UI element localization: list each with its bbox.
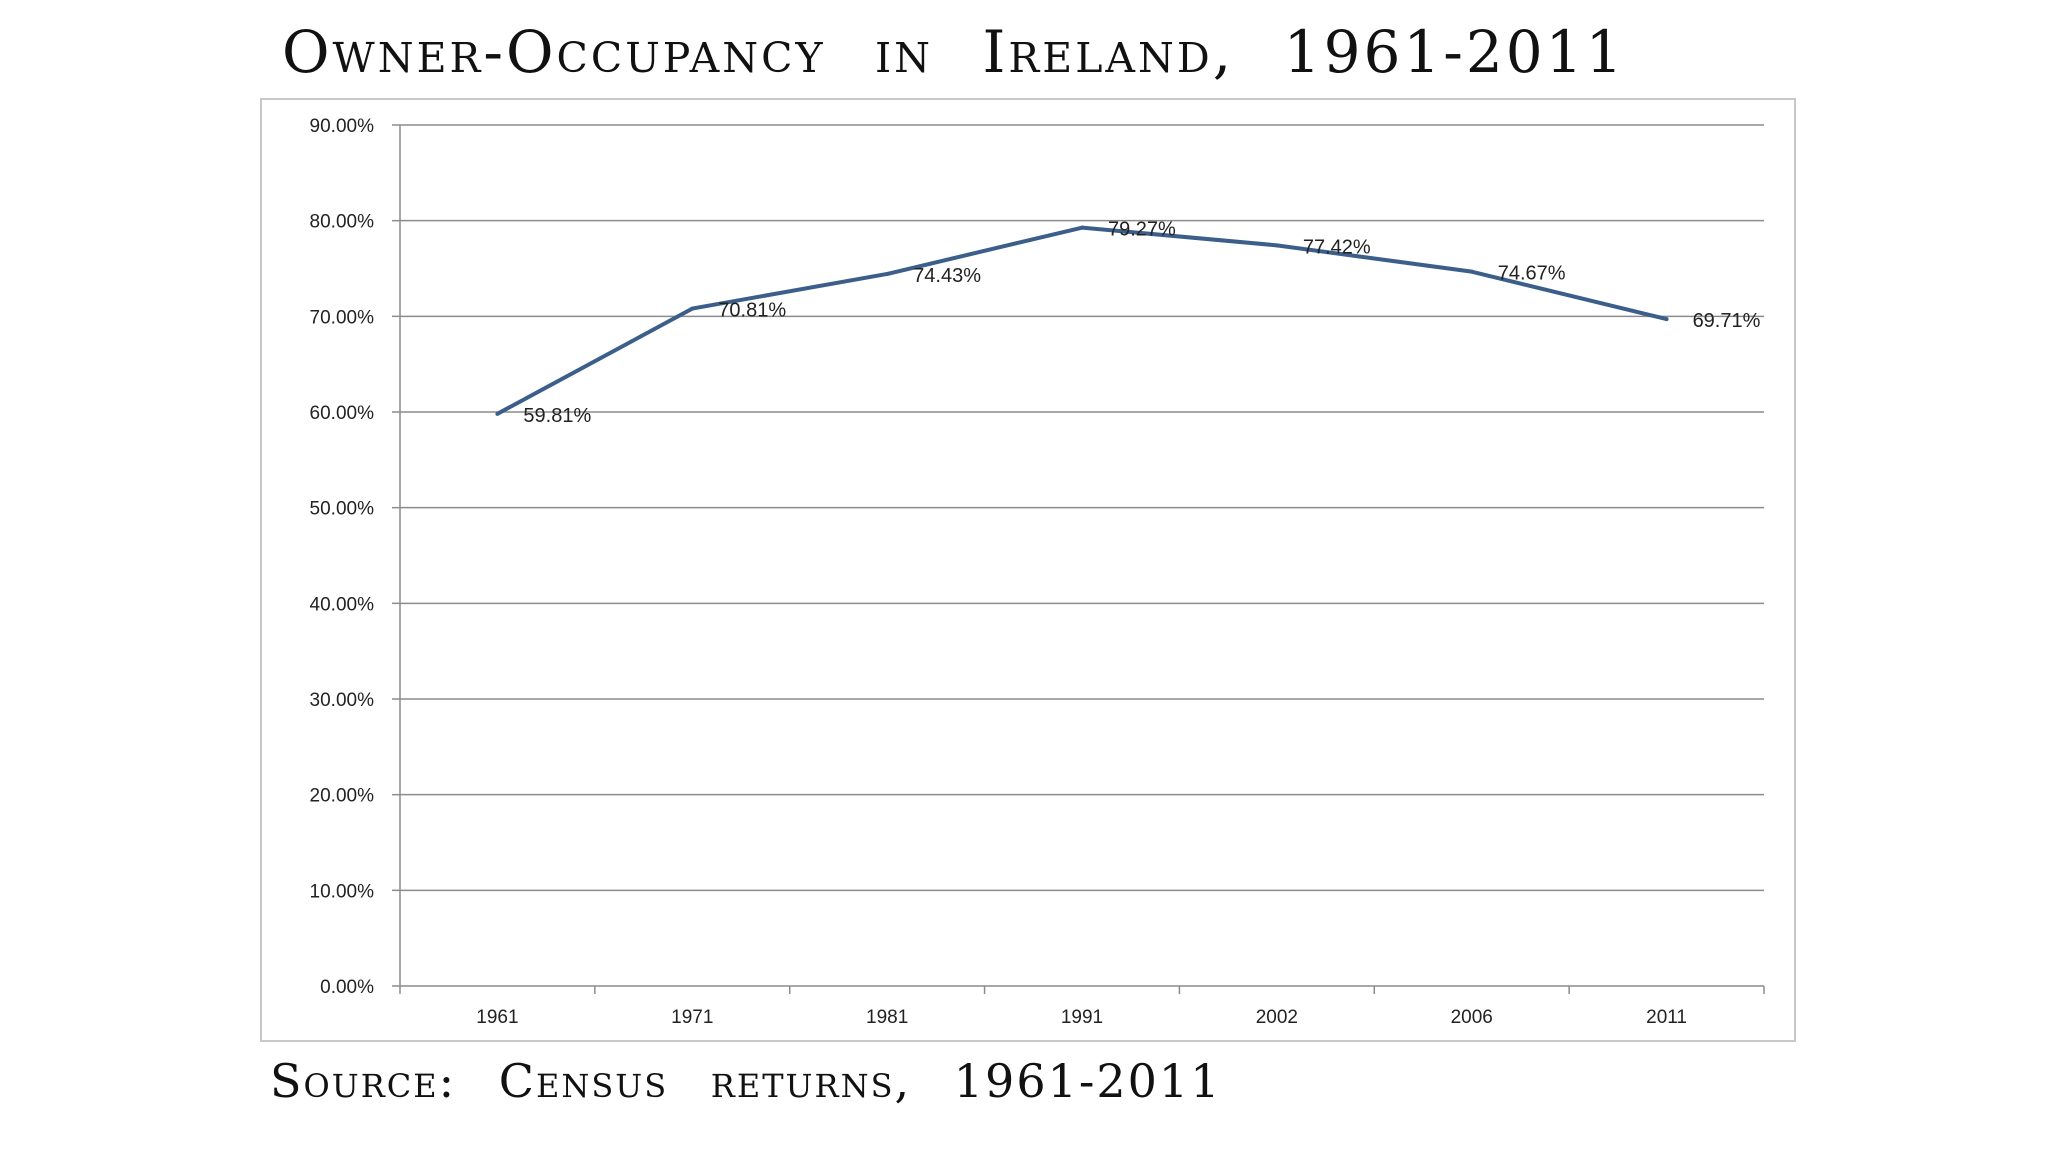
y-tick-label: 60.00% <box>310 403 375 424</box>
y-tick-label: 50.00% <box>310 499 375 520</box>
data-label: 70.81% <box>718 300 786 322</box>
y-tick-label: 20.00% <box>310 786 375 807</box>
series-line <box>496 225 1668 416</box>
data-point <box>1664 317 1669 322</box>
data-label: 74.67% <box>1498 263 1566 285</box>
x-tick-label: 1981 <box>866 1007 908 1028</box>
y-tick-label: 90.00% <box>310 116 375 137</box>
data-point <box>1469 269 1474 274</box>
y-tick-label: 70.00% <box>310 307 375 328</box>
line-chart: 0.00% 10.00% 20.00% 30.00% 40.00% 50.00% 60.00… <box>310 116 1765 1028</box>
data-label: 77.42% <box>1303 236 1371 258</box>
x-tick-label: 2006 <box>1451 1007 1493 1028</box>
data-label: 69.71% <box>1693 310 1761 332</box>
data-point <box>495 411 500 416</box>
y-tick-label: 0.00% <box>320 977 374 998</box>
data-point <box>1080 225 1084 230</box>
data-point <box>1274 243 1279 248</box>
y-tick-label: 30.00% <box>310 690 375 711</box>
source-note: Source: Census returns, 1961-2011 <box>270 1054 1222 1108</box>
x-tick-label: 1991 <box>1061 1007 1103 1028</box>
x-tick-label: 1961 <box>476 1007 518 1028</box>
chart-area: 0.00% 10.00% 20.00% 30.00% 40.00% 50.00% 60.00… <box>260 98 1796 1042</box>
data-label: 79.27% <box>1108 219 1176 241</box>
x-tick-label: 2002 <box>1256 1007 1298 1028</box>
x-tick-label: 2011 <box>1646 1007 1687 1028</box>
y-tick-label: 40.00% <box>310 594 375 615</box>
data-point <box>885 271 890 276</box>
x-tick-label: 1971 <box>671 1007 713 1028</box>
y-tick-label: 10.00% <box>310 881 375 902</box>
data-point <box>690 306 695 311</box>
data-label: 74.43% <box>913 265 981 287</box>
chart-title: Owner-Occupancy in Ireland, 1961-2011 <box>282 18 1626 86</box>
y-tick-label: 80.00% <box>310 212 375 233</box>
data-label: 59.81% <box>523 405 591 427</box>
